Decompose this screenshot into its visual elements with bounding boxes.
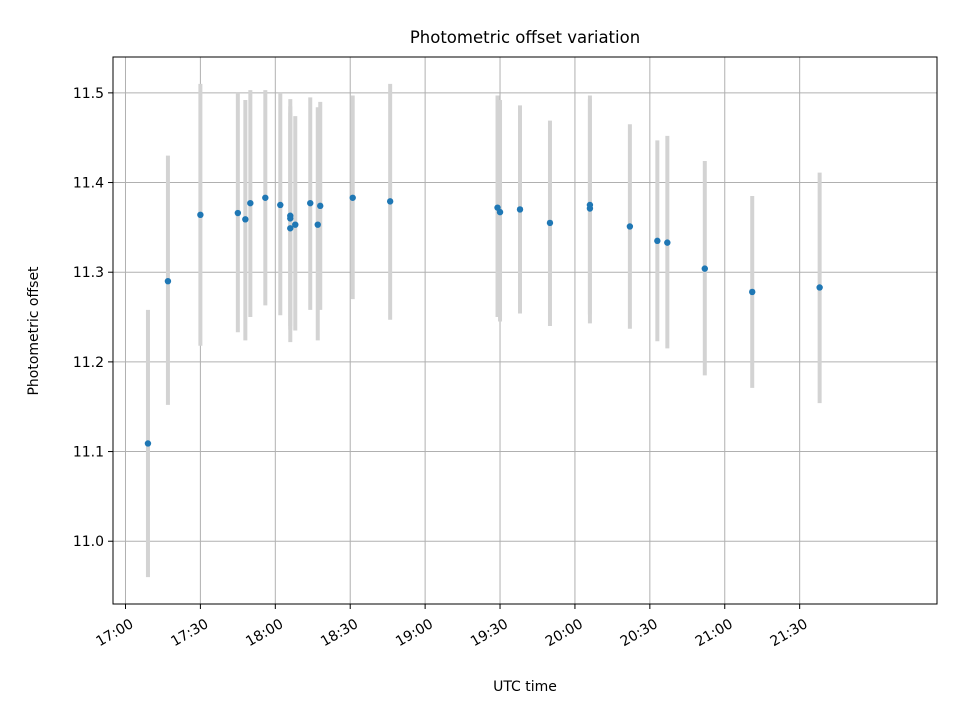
y-tick-label: 11.5 [73, 86, 104, 102]
data-point [307, 199, 314, 207]
y-axis: 11.0 11.1 11.2 11.3 11.4 11.5 [73, 86, 113, 550]
data-point [586, 201, 594, 209]
data-point [197, 211, 204, 219]
data-point [234, 209, 242, 217]
data-point [496, 208, 504, 216]
data-point [516, 206, 524, 213]
y-axis-label: Photometric offset [26, 266, 42, 396]
data-point [349, 194, 356, 201]
data-point [262, 194, 269, 201]
data-point [701, 265, 708, 272]
data-point [144, 440, 152, 447]
data-point [386, 198, 394, 205]
y-tick-label: 11.0 [73, 534, 104, 550]
data-points [144, 194, 823, 447]
data-point [287, 215, 294, 222]
data-point [242, 216, 249, 223]
y-tick-label: 11.4 [73, 176, 104, 192]
data-point [317, 202, 324, 210]
y-tick-label: 11.3 [73, 265, 104, 281]
plot-frame [112, 56, 938, 605]
data-point [277, 201, 284, 209]
data-point [314, 221, 321, 228]
chart-title: Photometric offset variation [410, 28, 640, 47]
data-point [749, 288, 756, 296]
data-point [247, 199, 254, 207]
data-point [164, 277, 172, 285]
y-tick-label: 11.1 [73, 445, 104, 461]
y-tick-label: 11.2 [73, 355, 104, 371]
data-point [292, 221, 299, 228]
data-point [546, 219, 554, 227]
data-point [654, 237, 661, 245]
data-point [816, 284, 823, 291]
data-point [626, 223, 634, 230]
data-point [664, 239, 671, 246]
x-axis-label: UTC time [493, 679, 557, 695]
data-point [287, 225, 294, 232]
